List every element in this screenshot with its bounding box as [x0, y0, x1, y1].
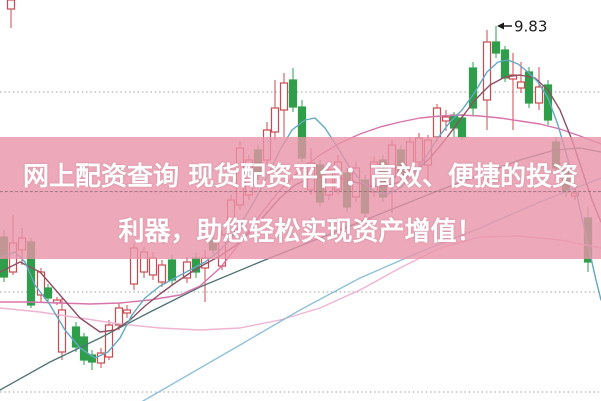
candle: [270, 107, 280, 133]
candle: [516, 81, 526, 89]
candle: [449, 114, 459, 129]
candle: [157, 264, 167, 283]
candle: [500, 49, 510, 79]
candle: [468, 67, 478, 109]
candle: [71, 326, 81, 348]
candle: [441, 116, 451, 122]
candle: [104, 324, 114, 358]
candle: [524, 71, 534, 104]
candle: [491, 41, 501, 54]
candle: [148, 257, 158, 276]
candle: [96, 352, 106, 364]
candle: [167, 259, 177, 281]
price-annotation: 9.83: [497, 18, 547, 36]
ma-fast-cyan: [0, 59, 601, 359]
gridline-through-banner: [0, 191, 601, 192]
candle: [288, 79, 298, 108]
banner-text-line-1: 网上配资查询 现货配资平台：高效、便捷的投资: [22, 162, 579, 192]
banner-text-line-2: 利器，助您轻松实现资产增值！: [118, 217, 483, 247]
candle: [36, 271, 46, 296]
candle: [43, 287, 53, 299]
arrow-left-icon: [497, 22, 504, 30]
promo-banner: 网上配资查询 现货配资平台：高效、便捷的投资 利器，助您轻松实现资产增值！: [0, 137, 601, 259]
peak-price-label: 9.83: [514, 18, 547, 36]
candle: [114, 307, 124, 326]
candle: [6, 0, 16, 10]
candle: [279, 82, 289, 111]
candle: [122, 309, 132, 314]
candle: [432, 107, 442, 138]
candle: [543, 84, 553, 121]
candle: [482, 41, 492, 101]
candle: [534, 86, 544, 104]
